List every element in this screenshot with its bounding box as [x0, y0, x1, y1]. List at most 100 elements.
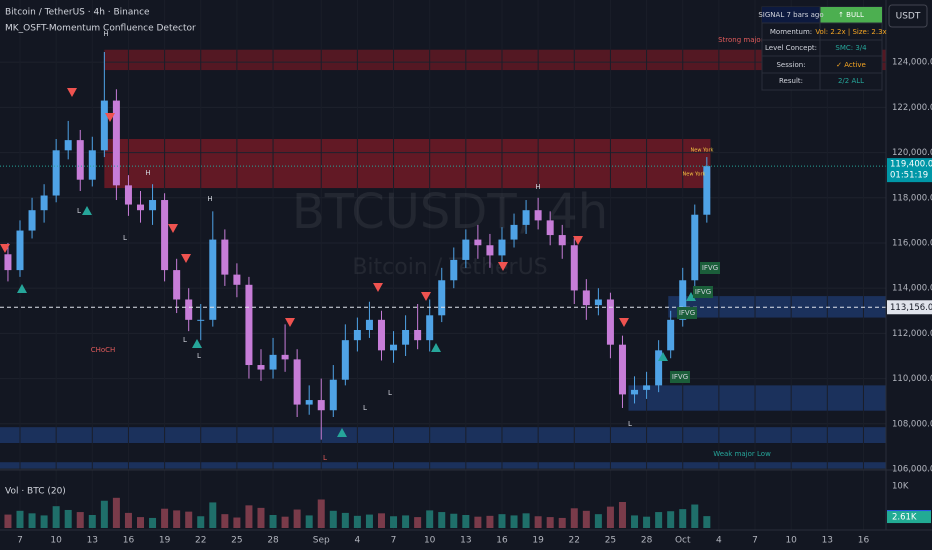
candle-body	[438, 280, 446, 316]
candle-body	[197, 319, 205, 321]
candle-body	[414, 329, 422, 341]
volume-price-box	[887, 511, 931, 524]
candle-body	[281, 354, 289, 360]
candle-body	[618, 344, 626, 395]
table-cell-text: 2/2 ALL	[838, 77, 864, 85]
annotation: H	[207, 195, 212, 203]
x-tick-label: 16	[496, 536, 508, 546]
volume-bar	[655, 512, 663, 528]
annotation: IFVG	[702, 264, 718, 272]
candle-body	[631, 389, 639, 395]
x-tick-label: 7	[17, 536, 23, 546]
volume-bar	[124, 512, 132, 528]
x-tick-label: 25	[605, 536, 616, 546]
volume-bar	[546, 517, 554, 528]
sell-signal	[67, 88, 77, 97]
indicator-title: MK_OSFT-Momentum Confluence Detector	[5, 24, 196, 34]
annotation: CHoCH	[91, 346, 116, 354]
volume-bar	[522, 513, 530, 528]
candle-body	[185, 299, 193, 320]
symbol-title: Bitcoin / TetherUS · 4h · Binance	[5, 8, 150, 18]
x-tick-label: 16	[123, 536, 135, 546]
volume-bar	[245, 505, 253, 528]
currency-label[interactable]: USDT	[896, 12, 921, 22]
x-tick-label: Oct	[675, 536, 691, 546]
volume-bar	[426, 510, 434, 528]
candle-body	[474, 239, 482, 246]
y-tick-label: 106,000.00	[892, 465, 932, 475]
volume-bar	[4, 514, 12, 528]
candle-body	[450, 259, 458, 281]
annotation: L	[123, 234, 127, 242]
volume-bar	[40, 515, 48, 528]
volume-bar	[149, 517, 157, 528]
zone	[104, 49, 887, 71]
candle-body	[691, 214, 699, 281]
annotation: IFVG	[672, 373, 688, 381]
volume-bar	[390, 516, 398, 528]
annotations: Strong major High Weak major Low CHoCH H…	[77, 30, 782, 462]
candle-body	[558, 235, 566, 246]
table-cell-text: SMC: 3/4	[835, 44, 867, 52]
candle-body	[377, 319, 385, 351]
sell-signal	[421, 292, 431, 301]
volume-bar	[558, 517, 566, 528]
y-tick-label: 122,000.00	[892, 103, 932, 113]
volume-bar	[510, 515, 518, 528]
table-cell	[762, 7, 820, 23]
buy-signal	[658, 352, 668, 361]
x-tick-label: 4	[716, 536, 722, 546]
candle-body	[703, 166, 711, 215]
volume-bar	[221, 514, 229, 528]
watermark: BTCUSDT, 4h	[292, 184, 608, 240]
candle-body	[353, 329, 361, 341]
candle-body	[112, 100, 120, 186]
annotation: Weak major Low	[713, 450, 771, 458]
last-price-box	[887, 158, 932, 183]
volume-bar	[667, 511, 675, 528]
candle-body	[570, 245, 578, 291]
sell-signal	[181, 254, 191, 263]
candle-body	[594, 299, 602, 306]
candle-body	[679, 280, 687, 320]
y-tick-label: 110,000.00	[892, 374, 932, 384]
annotation: L	[77, 207, 81, 215]
candle-body	[149, 200, 157, 211]
candle-body	[486, 245, 494, 256]
volume-bar	[438, 512, 446, 528]
annotation: H	[103, 30, 108, 38]
candle-body	[245, 284, 253, 366]
annotation: H	[145, 169, 150, 177]
volume-bar	[534, 516, 542, 528]
volume-bar	[52, 506, 60, 528]
candle-body	[161, 200, 169, 271]
candle-body	[4, 254, 12, 271]
volume-bar	[474, 516, 482, 528]
x-tick-label: 10	[785, 536, 797, 546]
x-tick-label: 7	[752, 536, 758, 546]
y-tick-label: 108,000.00	[892, 419, 932, 429]
candle-body	[341, 340, 349, 380]
x-tick-label: 7	[391, 536, 397, 546]
volume-bar	[209, 502, 217, 528]
candle-body	[546, 220, 554, 236]
annotation: IFVG	[679, 309, 695, 317]
annotation: New York	[683, 172, 706, 178]
volume-bar	[329, 510, 337, 528]
volume-bar	[498, 514, 506, 528]
x-tick-label: 22	[195, 536, 206, 546]
volume-bar	[341, 512, 349, 528]
candle-body	[606, 299, 614, 345]
volume-bar	[293, 509, 301, 528]
currency-button[interactable]	[888, 4, 928, 28]
table-cell-text: Session:	[776, 61, 805, 69]
annotation: H	[535, 183, 540, 191]
table-cell-text: Vol: 2.2x | Size: 2.3x	[815, 28, 886, 36]
table-cell-text: ↑ BULL	[838, 11, 864, 19]
candle-body	[28, 210, 36, 231]
candle-body	[269, 354, 277, 370]
volume-bar	[643, 516, 651, 528]
volume-bar	[173, 510, 181, 528]
buy-signal	[192, 339, 202, 348]
annotation: IFVG	[695, 288, 711, 296]
